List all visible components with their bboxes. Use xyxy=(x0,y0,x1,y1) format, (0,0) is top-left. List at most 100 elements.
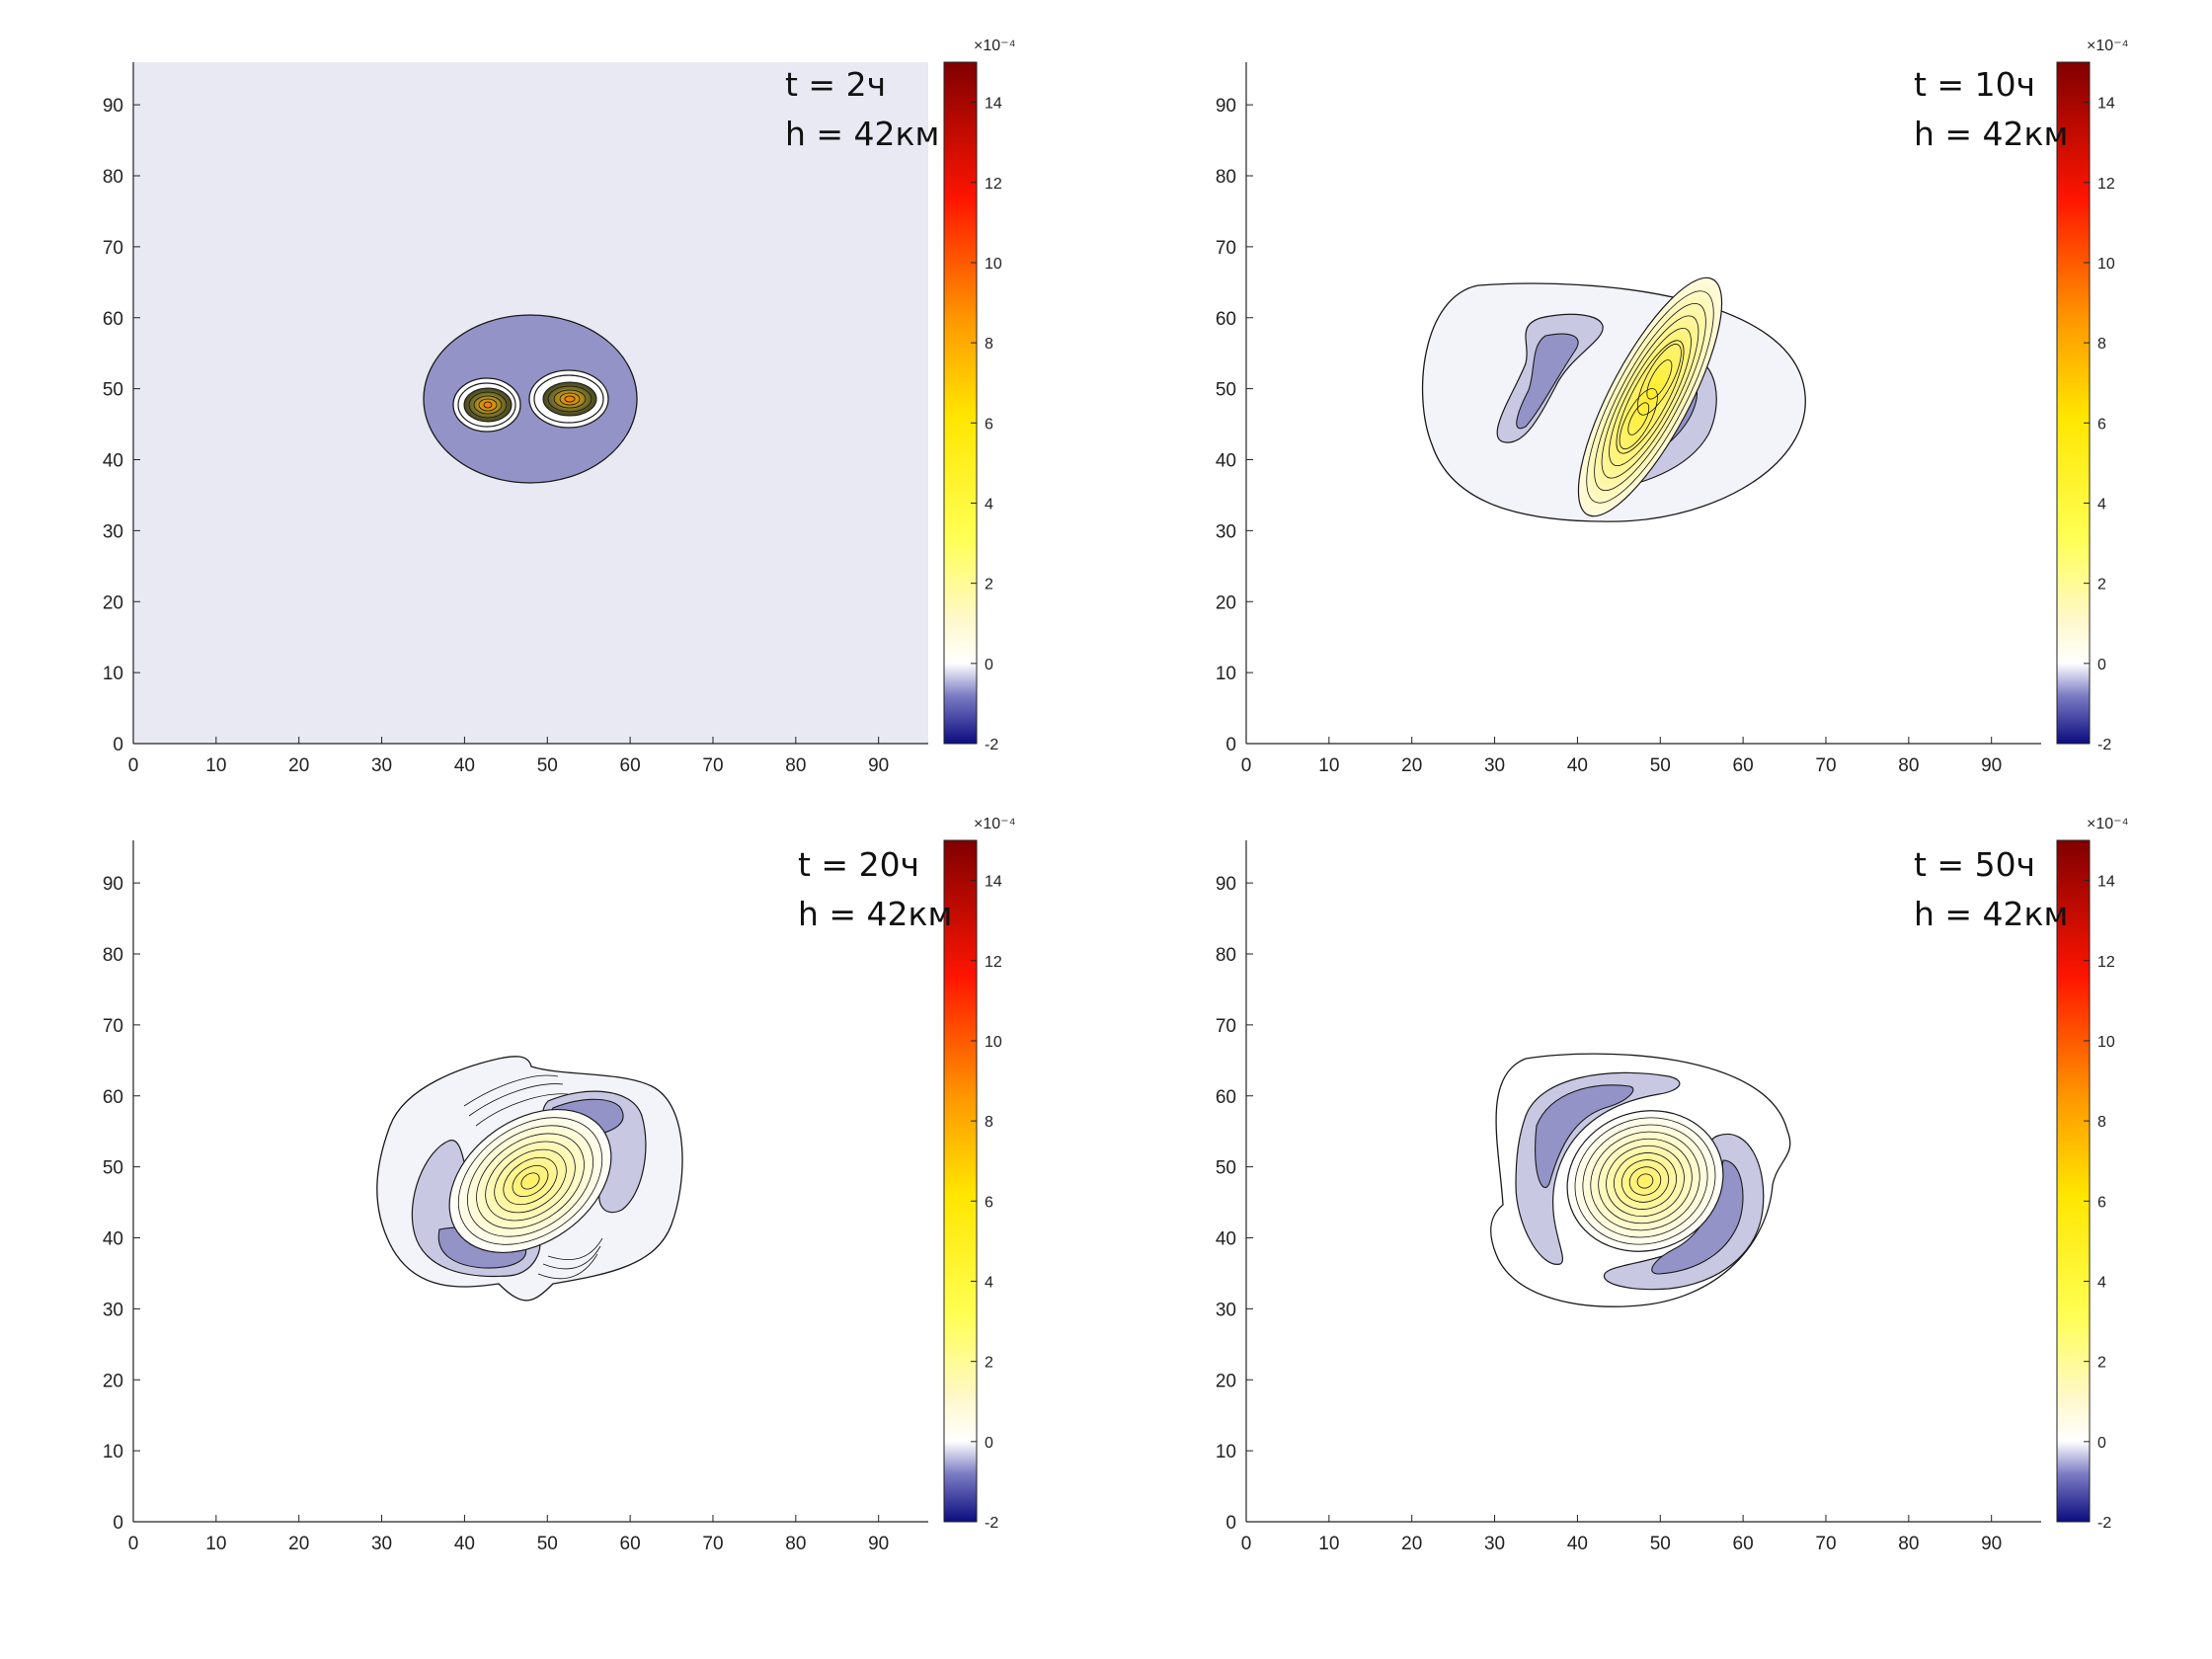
time-annotation: t = 2ч xyxy=(785,65,886,104)
x-tick-label: 50 xyxy=(537,755,558,776)
x-tick-label: 60 xyxy=(620,755,641,776)
x-tick-label: 10 xyxy=(1318,1534,1339,1554)
colorbar-tick-label: 14 xyxy=(985,96,1002,113)
colorbar-tick-label: -2 xyxy=(2097,737,2111,753)
y-tick-label: 70 xyxy=(103,1016,123,1037)
colorbar-exponent: ×10⁻⁴ xyxy=(2087,816,2129,832)
x-tick-label: 0 xyxy=(128,1534,139,1554)
colorbar-tick-label: 2 xyxy=(985,1355,993,1372)
x-tick-label: 90 xyxy=(868,1534,889,1554)
x-tick-label: 0 xyxy=(1241,755,1252,776)
plot-area xyxy=(1246,62,2041,744)
negative-lobe-inner xyxy=(1516,333,1579,430)
plot-area xyxy=(133,840,928,1522)
colorbar-tick-label: 6 xyxy=(2097,1194,2106,1211)
y-tick-label: 20 xyxy=(103,1371,123,1391)
y-tick-label: 20 xyxy=(1216,592,1236,613)
positive-core xyxy=(448,1108,612,1254)
x-tick-label: 50 xyxy=(1650,1534,1671,1554)
x-tick-label: 40 xyxy=(1567,1534,1588,1554)
negative-lobe-inner xyxy=(1535,1084,1634,1189)
y-tick-label: 30 xyxy=(1216,1300,1236,1320)
colorbar-tick-label: 14 xyxy=(2097,96,2115,113)
contour-field xyxy=(376,1056,683,1302)
x-tick-label: 60 xyxy=(620,1534,641,1554)
x-tick-label: 40 xyxy=(1567,755,1588,776)
colorbar-tick-label: 2 xyxy=(2097,1355,2106,1372)
colorbar: -2 0 2 4 6 8 10 12 14 ×10⁻⁴ xyxy=(2056,38,2129,753)
time-annotation: t = 10ч xyxy=(1914,65,2035,104)
colorbar-tick-label: 6 xyxy=(985,416,993,433)
annotation: t = 50ч h = 42км xyxy=(1914,845,2068,933)
x-tick-label: 20 xyxy=(288,1534,309,1554)
x-tick-label: 90 xyxy=(1981,755,2002,776)
x-tick-label: 0 xyxy=(128,755,139,776)
plot-area xyxy=(133,62,928,744)
dipole-ring xyxy=(533,374,604,424)
y-tick-label: 30 xyxy=(1216,521,1236,542)
colorbar-tick-label: 8 xyxy=(985,336,993,353)
time-annotation: t = 50ч xyxy=(1914,845,2035,884)
colorbar-tick-label: 14 xyxy=(985,874,1002,891)
colorbar-tick-label: 12 xyxy=(2097,176,2115,193)
contour-field xyxy=(1490,1053,1791,1307)
x-tick-label: 30 xyxy=(371,755,392,776)
colorbar-tick-label: 10 xyxy=(2097,1034,2115,1051)
axes: 0 10 20 30 40 50 60 70 80 90 0 10 20 30 40 50 60 70 80 90 xyxy=(1216,62,2041,776)
x-tick-label: 50 xyxy=(537,1534,558,1554)
x-tick-label: 80 xyxy=(1898,755,1919,776)
x-tick-label: 30 xyxy=(371,1534,392,1554)
colorbar-tick-label: 4 xyxy=(2097,1274,2106,1291)
y-tick-label: 50 xyxy=(1216,380,1236,401)
x-tick-label: 90 xyxy=(1981,1534,2002,1554)
colorbar-tick-label: 6 xyxy=(985,1194,993,1211)
colorbar-gradient xyxy=(2056,61,2091,745)
axes: 0 10 20 30 40 50 60 70 80 90 0 10 20 30 40 50 60 70 80 90 xyxy=(103,62,928,776)
colorbar-tick-label: 6 xyxy=(2097,416,2106,433)
x-tick-label: 90 xyxy=(868,755,889,776)
colorbar-tick-label: 0 xyxy=(2097,657,2106,673)
colorbar-tick-label: -2 xyxy=(985,737,998,753)
y-tick-label: 50 xyxy=(103,1158,123,1179)
x-tick-label: 20 xyxy=(1401,755,1422,776)
y-tick-label: 10 xyxy=(1216,664,1236,684)
colorbar-tick-label: 12 xyxy=(2097,954,2115,971)
x-tick-label: 30 xyxy=(1484,755,1505,776)
colorbar-tick-label: -2 xyxy=(2097,1515,2111,1532)
annotation: t = 20ч h = 42км xyxy=(798,845,952,933)
y-tick-label: 0 xyxy=(1225,1513,1236,1534)
y-tick-label: 40 xyxy=(1216,451,1236,472)
colorbar-gradient xyxy=(2056,839,2091,1523)
colorbar-tick-label: 12 xyxy=(985,954,1002,971)
x-tick-label: 30 xyxy=(1484,1534,1505,1554)
x-tick-label: 80 xyxy=(785,1534,806,1554)
y-tick-label: 50 xyxy=(1216,1158,1236,1179)
colorbar-gradient xyxy=(943,839,978,1523)
y-tick-label: 90 xyxy=(103,874,123,895)
spiral-arms xyxy=(463,1074,603,1280)
colorbar-tick-label: 10 xyxy=(985,256,1002,273)
y-tick-label: 60 xyxy=(1216,1087,1236,1108)
colorbar-tick-label: 8 xyxy=(2097,336,2106,353)
time-annotation: t = 20ч xyxy=(798,845,919,884)
height-annotation: h = 42км xyxy=(798,895,952,933)
plot-area xyxy=(1246,840,2041,1522)
y-tick-label: 0 xyxy=(113,1513,123,1534)
x-tick-label: 0 xyxy=(1241,1534,1252,1554)
y-tick-label: 70 xyxy=(1216,238,1236,259)
x-tick-label: 80 xyxy=(785,755,806,776)
y-tick-label: 30 xyxy=(103,1300,123,1320)
x-tick-label: 20 xyxy=(1401,1534,1422,1554)
contour-field xyxy=(423,314,638,484)
colorbar: -2 0 2 4 6 8 10 12 14 ×10⁻⁴ xyxy=(943,816,1016,1532)
y-tick-label: 60 xyxy=(103,1087,123,1108)
x-tick-label: 10 xyxy=(205,1534,226,1554)
y-tick-label: 80 xyxy=(1216,167,1236,188)
height-annotation: h = 42км xyxy=(785,115,939,153)
x-tick-label: 20 xyxy=(288,755,309,776)
y-tick-label: 90 xyxy=(1216,96,1236,117)
y-tick-label: 0 xyxy=(1225,735,1236,755)
